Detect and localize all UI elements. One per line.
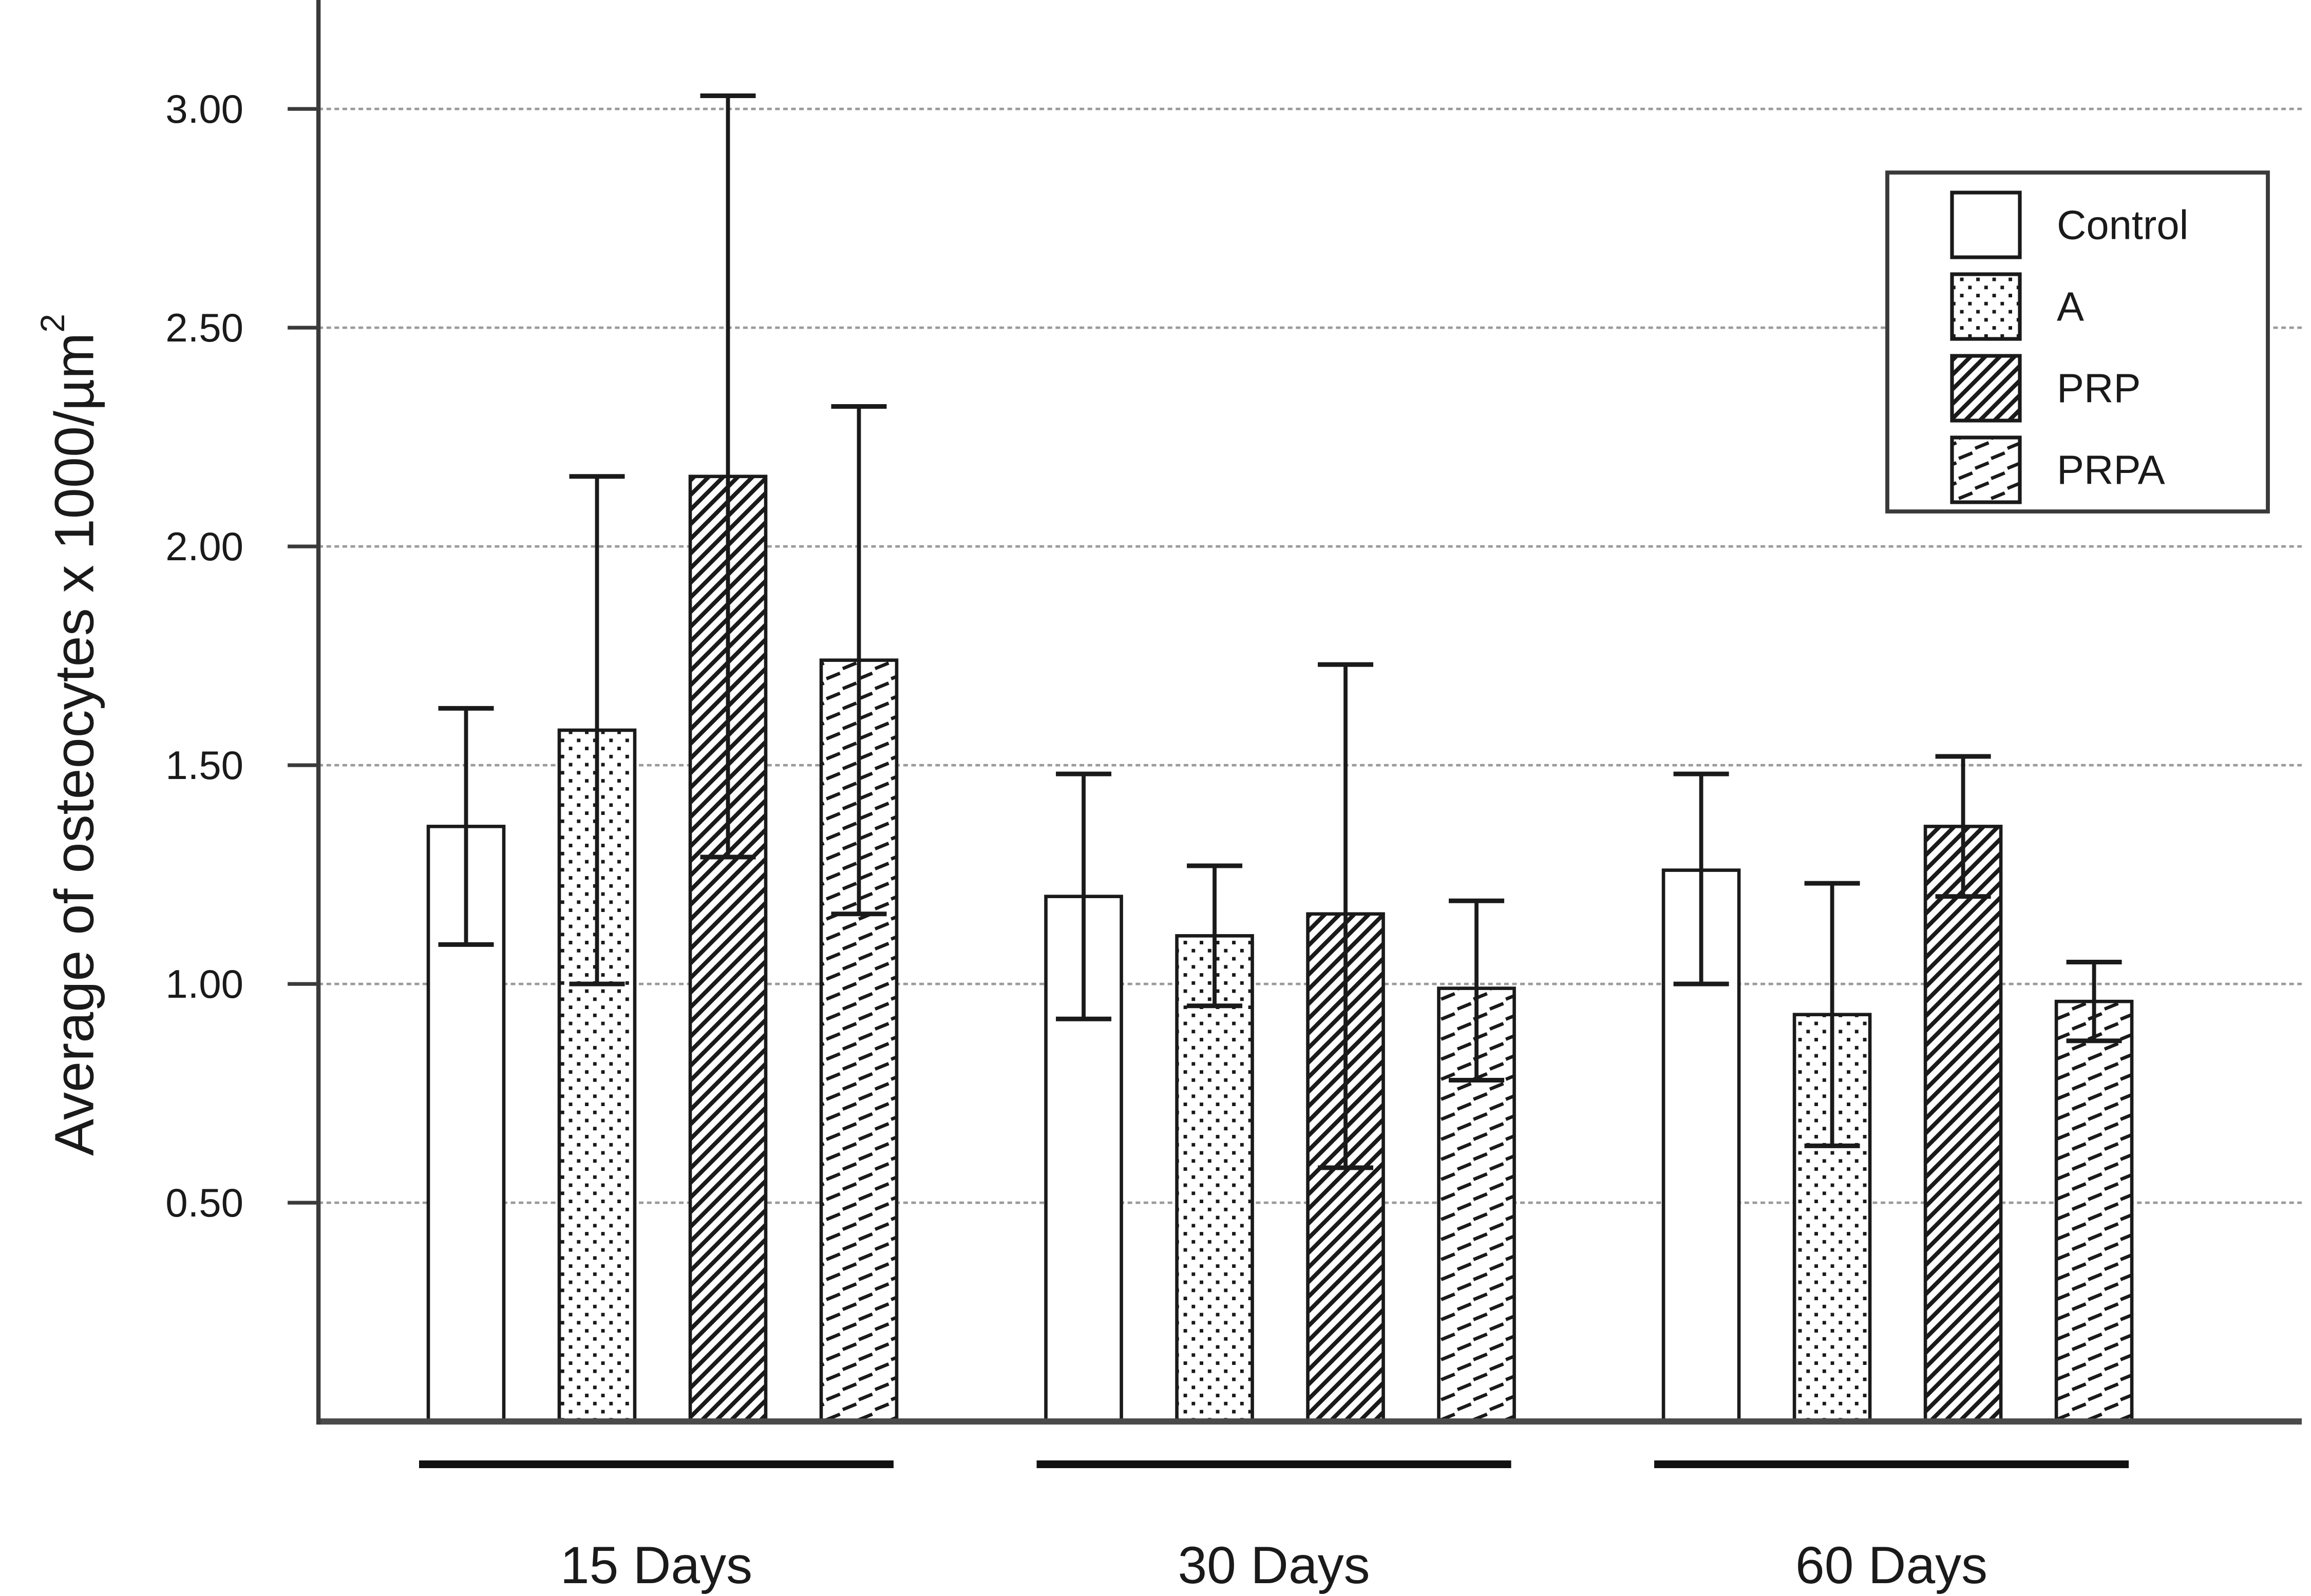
group-underline [1654, 1460, 2129, 1468]
y-tick-label: 3.00 [165, 86, 243, 131]
group-underline [419, 1460, 894, 1468]
legend-label-prpa: PRPA [2057, 447, 2165, 493]
legend-swatch-control [1950, 191, 2022, 259]
legend-label-prp: PRP [2057, 366, 2140, 411]
legend-label-a: A [2057, 284, 2084, 330]
group-underline [1036, 1460, 1511, 1468]
legend-swatch-prpa [1950, 435, 2022, 504]
x-category-label: 30 Days [1178, 1536, 1370, 1594]
legend-swatch-prp [1950, 354, 2022, 423]
legend-swatch-a [1950, 272, 2022, 341]
legend: Control A PRP PRPA [1885, 170, 2270, 514]
bar [2054, 999, 2134, 1423]
y-tick-label: 1.50 [165, 743, 243, 788]
x-category-label: 60 Days [1795, 1536, 1987, 1594]
y-tick-label: 2.50 [165, 305, 243, 350]
legend-label-control: Control [2057, 202, 2188, 248]
y-axis-title: Average of osteocytes x 1000/µm2 [33, 314, 105, 1156]
x-category-label: 15 Days [560, 1536, 752, 1594]
bar [1923, 825, 2003, 1423]
y-tick-label: 2.00 [165, 524, 243, 569]
bar [1175, 934, 1254, 1423]
y-tick-label: 0.50 [165, 1180, 243, 1225]
y-tick-label: 1.00 [165, 961, 243, 1006]
